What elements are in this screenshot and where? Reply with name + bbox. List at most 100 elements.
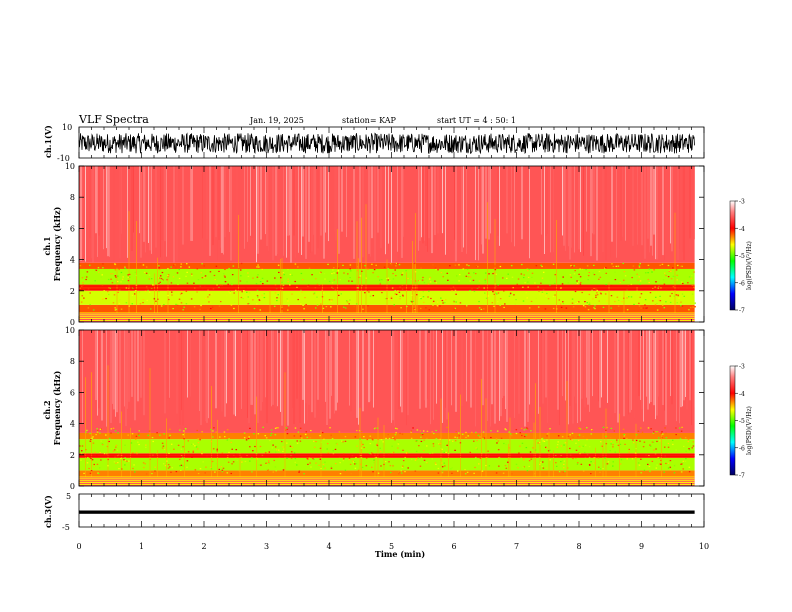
- spectrogram-streak: [116, 330, 118, 413]
- spectrogram-speck: [136, 453, 138, 455]
- spectrogram-speck: [628, 448, 631, 451]
- spectrogram-speck: [287, 300, 289, 302]
- colorbar-tick-label: -4: [739, 226, 745, 233]
- spectrogram-streak: [514, 330, 515, 418]
- spectrogram-speck: [120, 281, 122, 283]
- spectrogram-speck: [444, 299, 447, 301]
- spectrogram-speck: [545, 467, 548, 469]
- spectrogram-speck: [676, 279, 678, 281]
- spectrogram-speck: [428, 309, 431, 311]
- spectrogram-speck: [142, 264, 145, 266]
- spectrogram-speck: [680, 305, 682, 307]
- spectrogram-speck: [510, 265, 513, 267]
- spectrogram-speck: [640, 458, 642, 460]
- spectrogram-speck: [420, 436, 422, 438]
- spectrogram-speck: [356, 445, 358, 447]
- spectrogram-speck: [541, 461, 544, 463]
- spectrogram-speck: [498, 456, 501, 458]
- spectrogram-speck: [81, 277, 84, 279]
- spectrogram-speck: [537, 442, 539, 444]
- spectrogram-speck: [435, 282, 438, 284]
- spectrogram-speck: [537, 306, 540, 308]
- spectrogram-speck: [313, 293, 315, 295]
- spectrogram-speck: [361, 466, 364, 468]
- spectrogram-speck: [420, 440, 423, 443]
- spectrogram-speck: [465, 305, 468, 307]
- spectrogram-streak: [241, 330, 242, 409]
- spectrogram-speck: [380, 465, 382, 467]
- spectrogram-speck: [443, 462, 446, 464]
- spectrogram-streak: [623, 290, 625, 313]
- spectrogram-speck: [653, 434, 655, 436]
- spectrogram-speck: [454, 449, 456, 451]
- spectrogram-speck: [654, 286, 656, 288]
- spectrogram-speck: [598, 278, 600, 280]
- spectrogram-speck: [659, 463, 661, 465]
- spectrogram-speck: [224, 268, 226, 271]
- spectrogram-speck: [610, 427, 613, 430]
- spectrogram-speck: [139, 263, 142, 265]
- spectrogram-streak: [98, 330, 100, 409]
- spectrogram-streak: [244, 166, 245, 249]
- spectrogram-speck: [554, 294, 556, 296]
- spectrogram-streak: [640, 330, 641, 400]
- spectrogram-speck: [257, 274, 259, 276]
- spectrogram-streak: [680, 330, 682, 408]
- spectrogram-speck: [316, 283, 319, 286]
- spectrogram-speck: [495, 292, 497, 294]
- spectrogram-streak: [290, 166, 292, 263]
- spectrogram-streak: [293, 330, 295, 424]
- spectrogram-speck: [287, 280, 289, 283]
- spectrogram-speck: [83, 297, 85, 299]
- spectrogram-speck: [201, 263, 203, 265]
- spectrogram-speck: [300, 289, 302, 291]
- spectrogram-speck: [367, 305, 369, 307]
- spectrogram-streak: [305, 330, 307, 404]
- spectrogram-streak: [286, 166, 287, 258]
- spectrogram-streak: [401, 166, 403, 258]
- spectrogram-speck: [364, 265, 366, 267]
- spectrogram-streak: [271, 330, 272, 407]
- spectrogram-speck: [194, 469, 197, 471]
- spectrogram-speck: [382, 441, 384, 443]
- spectrogram-streak: [494, 330, 496, 424]
- spectrogram-speck: [372, 439, 374, 441]
- spectrogram-speck: [416, 294, 418, 296]
- spectrogram-streak: [133, 166, 134, 233]
- spectrogram-speck: [441, 466, 444, 468]
- spectrogram-speck: [103, 453, 106, 455]
- spectrogram-speck: [231, 448, 233, 450]
- spectrogram-speck: [499, 298, 502, 300]
- spectrogram-speck: [274, 466, 277, 468]
- spectrogram-streak: [505, 330, 506, 410]
- spectrogram-speck: [410, 437, 413, 439]
- spectrogram-streak: [506, 166, 508, 234]
- spectrogram-speck: [114, 430, 117, 432]
- spectrogram-streak: [158, 166, 160, 261]
- spectrogram-speck: [377, 472, 380, 474]
- spectrogram-speck: [476, 448, 479, 450]
- spectrogram-speck: [97, 472, 99, 474]
- spectrogram-streak: [385, 166, 386, 255]
- spectrogram-speck: [99, 432, 101, 434]
- spectrogram-streak: [179, 330, 181, 425]
- spectrogram-speck: [443, 301, 445, 303]
- spectrogram-speck: [386, 297, 388, 300]
- spectrogram-speck: [321, 432, 324, 434]
- spectrogram-speck: [448, 439, 451, 441]
- spectrogram-streak: [131, 166, 133, 252]
- spectrogram-speck: [234, 453, 237, 455]
- spectrogram-speck: [128, 276, 131, 278]
- spectrogram-speck: [604, 457, 606, 459]
- spectrogram-speck: [229, 292, 232, 294]
- spectrogram-speck: [150, 308, 152, 310]
- spectrogram-speck: [394, 289, 397, 291]
- spectrogram-streak: [256, 166, 257, 263]
- spectrogram-speck: [342, 441, 344, 443]
- spectrogram-streak: [217, 166, 218, 261]
- spectrogram-speck: [160, 277, 163, 280]
- spectrogram-speck: [539, 462, 542, 464]
- spectrogram-speck: [631, 458, 634, 460]
